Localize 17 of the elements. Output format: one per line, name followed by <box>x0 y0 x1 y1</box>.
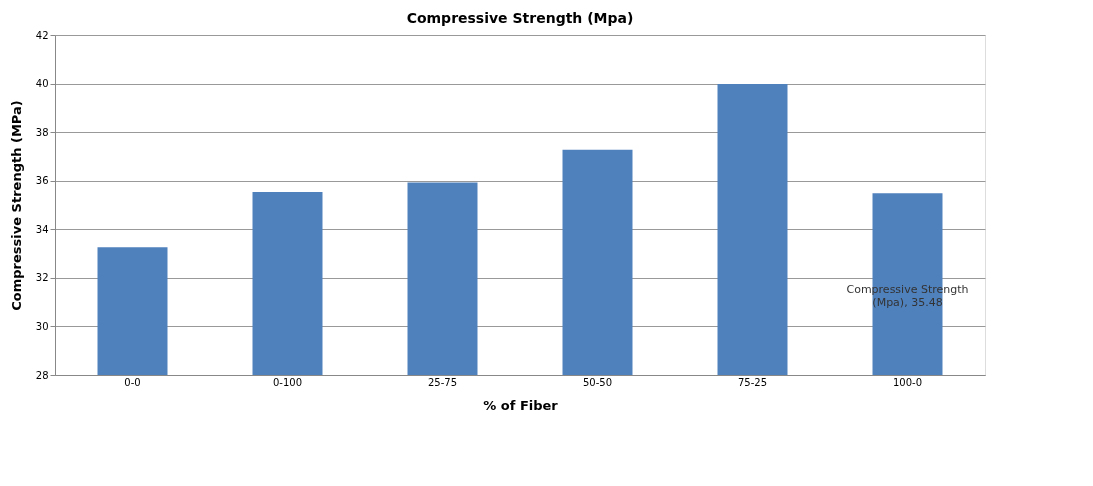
y-tick-label: 42 <box>35 29 49 41</box>
x-tick-label: 0-0 <box>124 376 141 388</box>
y-tick-label: 36 <box>35 175 49 187</box>
x-axis-title: % of Fiber <box>483 397 559 413</box>
y-axis-title: Compressive Strength (MPa) <box>8 100 24 311</box>
y-tick-label: 30 <box>35 320 49 332</box>
y-tick-label: 38 <box>35 126 49 138</box>
y-tick-label: 28 <box>35 369 49 381</box>
y-tick-label: 40 <box>35 78 49 90</box>
x-tick-label: 100-0 <box>892 376 923 388</box>
x-tick-label: 25-75 <box>427 376 458 388</box>
x-tick-label: 75-25 <box>737 376 768 388</box>
x-tick-label: 50-50 <box>582 376 613 388</box>
chart-title: Compressive Strength (Mpa) <box>406 10 634 26</box>
x-tick-label: 0-100 <box>272 376 303 388</box>
y-tick-label: 34 <box>35 223 49 235</box>
y-tick-label: 32 <box>35 272 49 284</box>
